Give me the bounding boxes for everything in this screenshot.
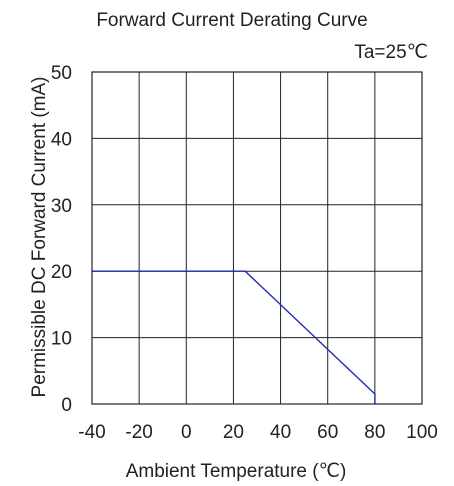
x-axis-label: Ambient Temperature (℃) [126, 461, 347, 482]
derating-curve-line [92, 270, 376, 404]
plot-frame [91, 71, 423, 405]
tick-labels: -40 -20 0 20 40 60 80 100 0 10 20 30 40 50 [51, 63, 438, 443]
y-tick-label: 40 [51, 129, 72, 150]
x-tick-label: -20 [125, 422, 152, 443]
x-tick-label: -40 [78, 422, 105, 443]
x-tick-label: 0 [181, 422, 192, 443]
series-lines [92, 270, 376, 404]
y-tick-label: 50 [51, 63, 72, 84]
x-tick-label: 20 [223, 422, 244, 443]
ambient-temperature-note: Ta=25℃ [354, 42, 428, 63]
chart-title: Forward Current Derating Curve [96, 10, 367, 31]
y-tick-label: 0 [61, 395, 72, 416]
x-tick-label: 40 [270, 422, 291, 443]
x-tick-label: 80 [364, 422, 385, 443]
x-tick-label: 60 [317, 422, 338, 443]
grid [92, 72, 422, 404]
y-tick-label: 20 [51, 262, 72, 283]
y-tick-label: 30 [51, 196, 72, 217]
y-axis-label: Permissible DC Forward Current (mA) [29, 77, 50, 398]
y-tick-label: 10 [51, 329, 72, 350]
x-tick-label: 100 [406, 422, 438, 443]
